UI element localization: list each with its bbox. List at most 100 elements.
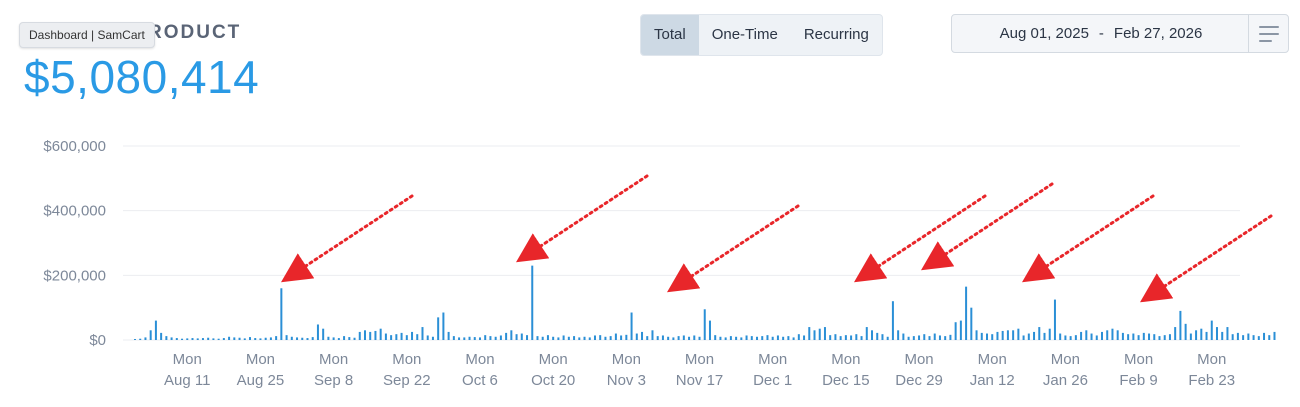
hamburger-menu-icon[interactable] (1248, 15, 1288, 52)
bar (1006, 330, 1009, 340)
bar (452, 336, 455, 340)
revenue-type-toggle: Total One-Time Recurring (640, 14, 883, 56)
x-tick-label: Dec 15 (822, 372, 870, 389)
x-tick-label: Nov 17 (676, 372, 724, 389)
total-revenue: $5,080,414 (24, 51, 260, 103)
bar (426, 335, 429, 340)
bar (233, 337, 236, 340)
bar (944, 336, 947, 340)
bar (181, 338, 184, 340)
annotation-arrow (853, 194, 987, 283)
bar (1163, 335, 1166, 340)
bar (724, 337, 727, 340)
x-tick-label: Nov 3 (607, 372, 646, 389)
tab-total[interactable]: Total (641, 15, 699, 55)
bar (630, 312, 633, 340)
bar (928, 336, 931, 340)
x-tick-day: Mon (1051, 351, 1080, 368)
bar (593, 335, 596, 340)
bar (421, 327, 424, 340)
bar (1132, 333, 1135, 340)
x-tick-label: Aug 11 (164, 372, 210, 389)
bar (306, 338, 309, 340)
bar (850, 335, 853, 340)
bar (170, 337, 173, 340)
x-tick-label: Dec 29 (895, 372, 943, 389)
bar (327, 336, 330, 340)
bar (259, 338, 262, 340)
bar (682, 335, 685, 340)
bar (1053, 299, 1056, 340)
bar (1263, 332, 1266, 340)
bar (358, 331, 361, 340)
bar (761, 336, 764, 340)
bar (1100, 331, 1103, 340)
bar (269, 337, 272, 340)
bar (431, 336, 434, 340)
date-range-picker[interactable]: Aug 01, 2025- Feb 27, 2026 (951, 14, 1289, 53)
bar (316, 324, 319, 340)
bar (296, 337, 299, 340)
x-tick-day: Mon (1124, 351, 1153, 368)
bar (661, 335, 664, 340)
bar (891, 301, 894, 340)
bar (175, 338, 178, 340)
bar (311, 337, 314, 340)
bar (860, 336, 863, 340)
x-tick-label: Jan 26 (1043, 372, 1088, 389)
bar (1043, 332, 1046, 340)
bar (285, 335, 288, 340)
x-tick-label: Sep 8 (314, 372, 353, 389)
bar (186, 338, 189, 340)
bar (254, 338, 257, 340)
bar (614, 333, 617, 340)
bar (1012, 330, 1015, 340)
x-tick-label: Feb 23 (1188, 372, 1235, 389)
bar (823, 327, 826, 340)
bar (1033, 331, 1036, 340)
tab-recurring[interactable]: Recurring (803, 26, 869, 43)
bar (499, 335, 502, 340)
revenue-bar-chart: $0 $200,000 $400,000 $600,000 Mon Aug 11 Mon Au… (43, 138, 1276, 389)
x-tick-day: Mon (319, 351, 348, 368)
bar (1022, 335, 1025, 340)
bar (1090, 333, 1093, 340)
bar (1137, 335, 1140, 340)
bar (301, 337, 304, 340)
bar (871, 330, 874, 340)
bar (923, 334, 926, 340)
x-tick-day: Mon (685, 351, 714, 368)
x-tick-day: Mon (539, 351, 568, 368)
bar (865, 327, 868, 340)
bar (1085, 330, 1088, 340)
bar (996, 331, 999, 340)
annotation-arrow (280, 194, 414, 283)
bar (1027, 333, 1030, 340)
bar (520, 333, 523, 340)
bar (714, 335, 717, 340)
bar (578, 337, 581, 340)
bar (343, 336, 346, 340)
bar (933, 333, 936, 340)
bar (1215, 327, 1218, 340)
bar (834, 334, 837, 340)
bar (1121, 332, 1124, 340)
bar (562, 335, 565, 340)
bar (353, 337, 356, 340)
bar (839, 336, 842, 340)
y-tick-label: $200,000 (43, 267, 106, 284)
bar (552, 336, 555, 340)
bar (986, 333, 989, 340)
x-tick-day: Mon (612, 351, 641, 368)
bar (583, 336, 586, 340)
bar (1048, 328, 1051, 340)
bar (1174, 327, 1177, 340)
bar (1017, 328, 1020, 340)
bar (1247, 333, 1250, 340)
date-range-text[interactable]: Aug 01, 2025- Feb 27, 2026 (952, 15, 1250, 52)
tab-one-time[interactable]: One-Time (711, 26, 778, 43)
bar (1069, 336, 1072, 340)
annotation-arrow (515, 174, 649, 263)
bar (196, 338, 199, 340)
bar (698, 336, 701, 340)
